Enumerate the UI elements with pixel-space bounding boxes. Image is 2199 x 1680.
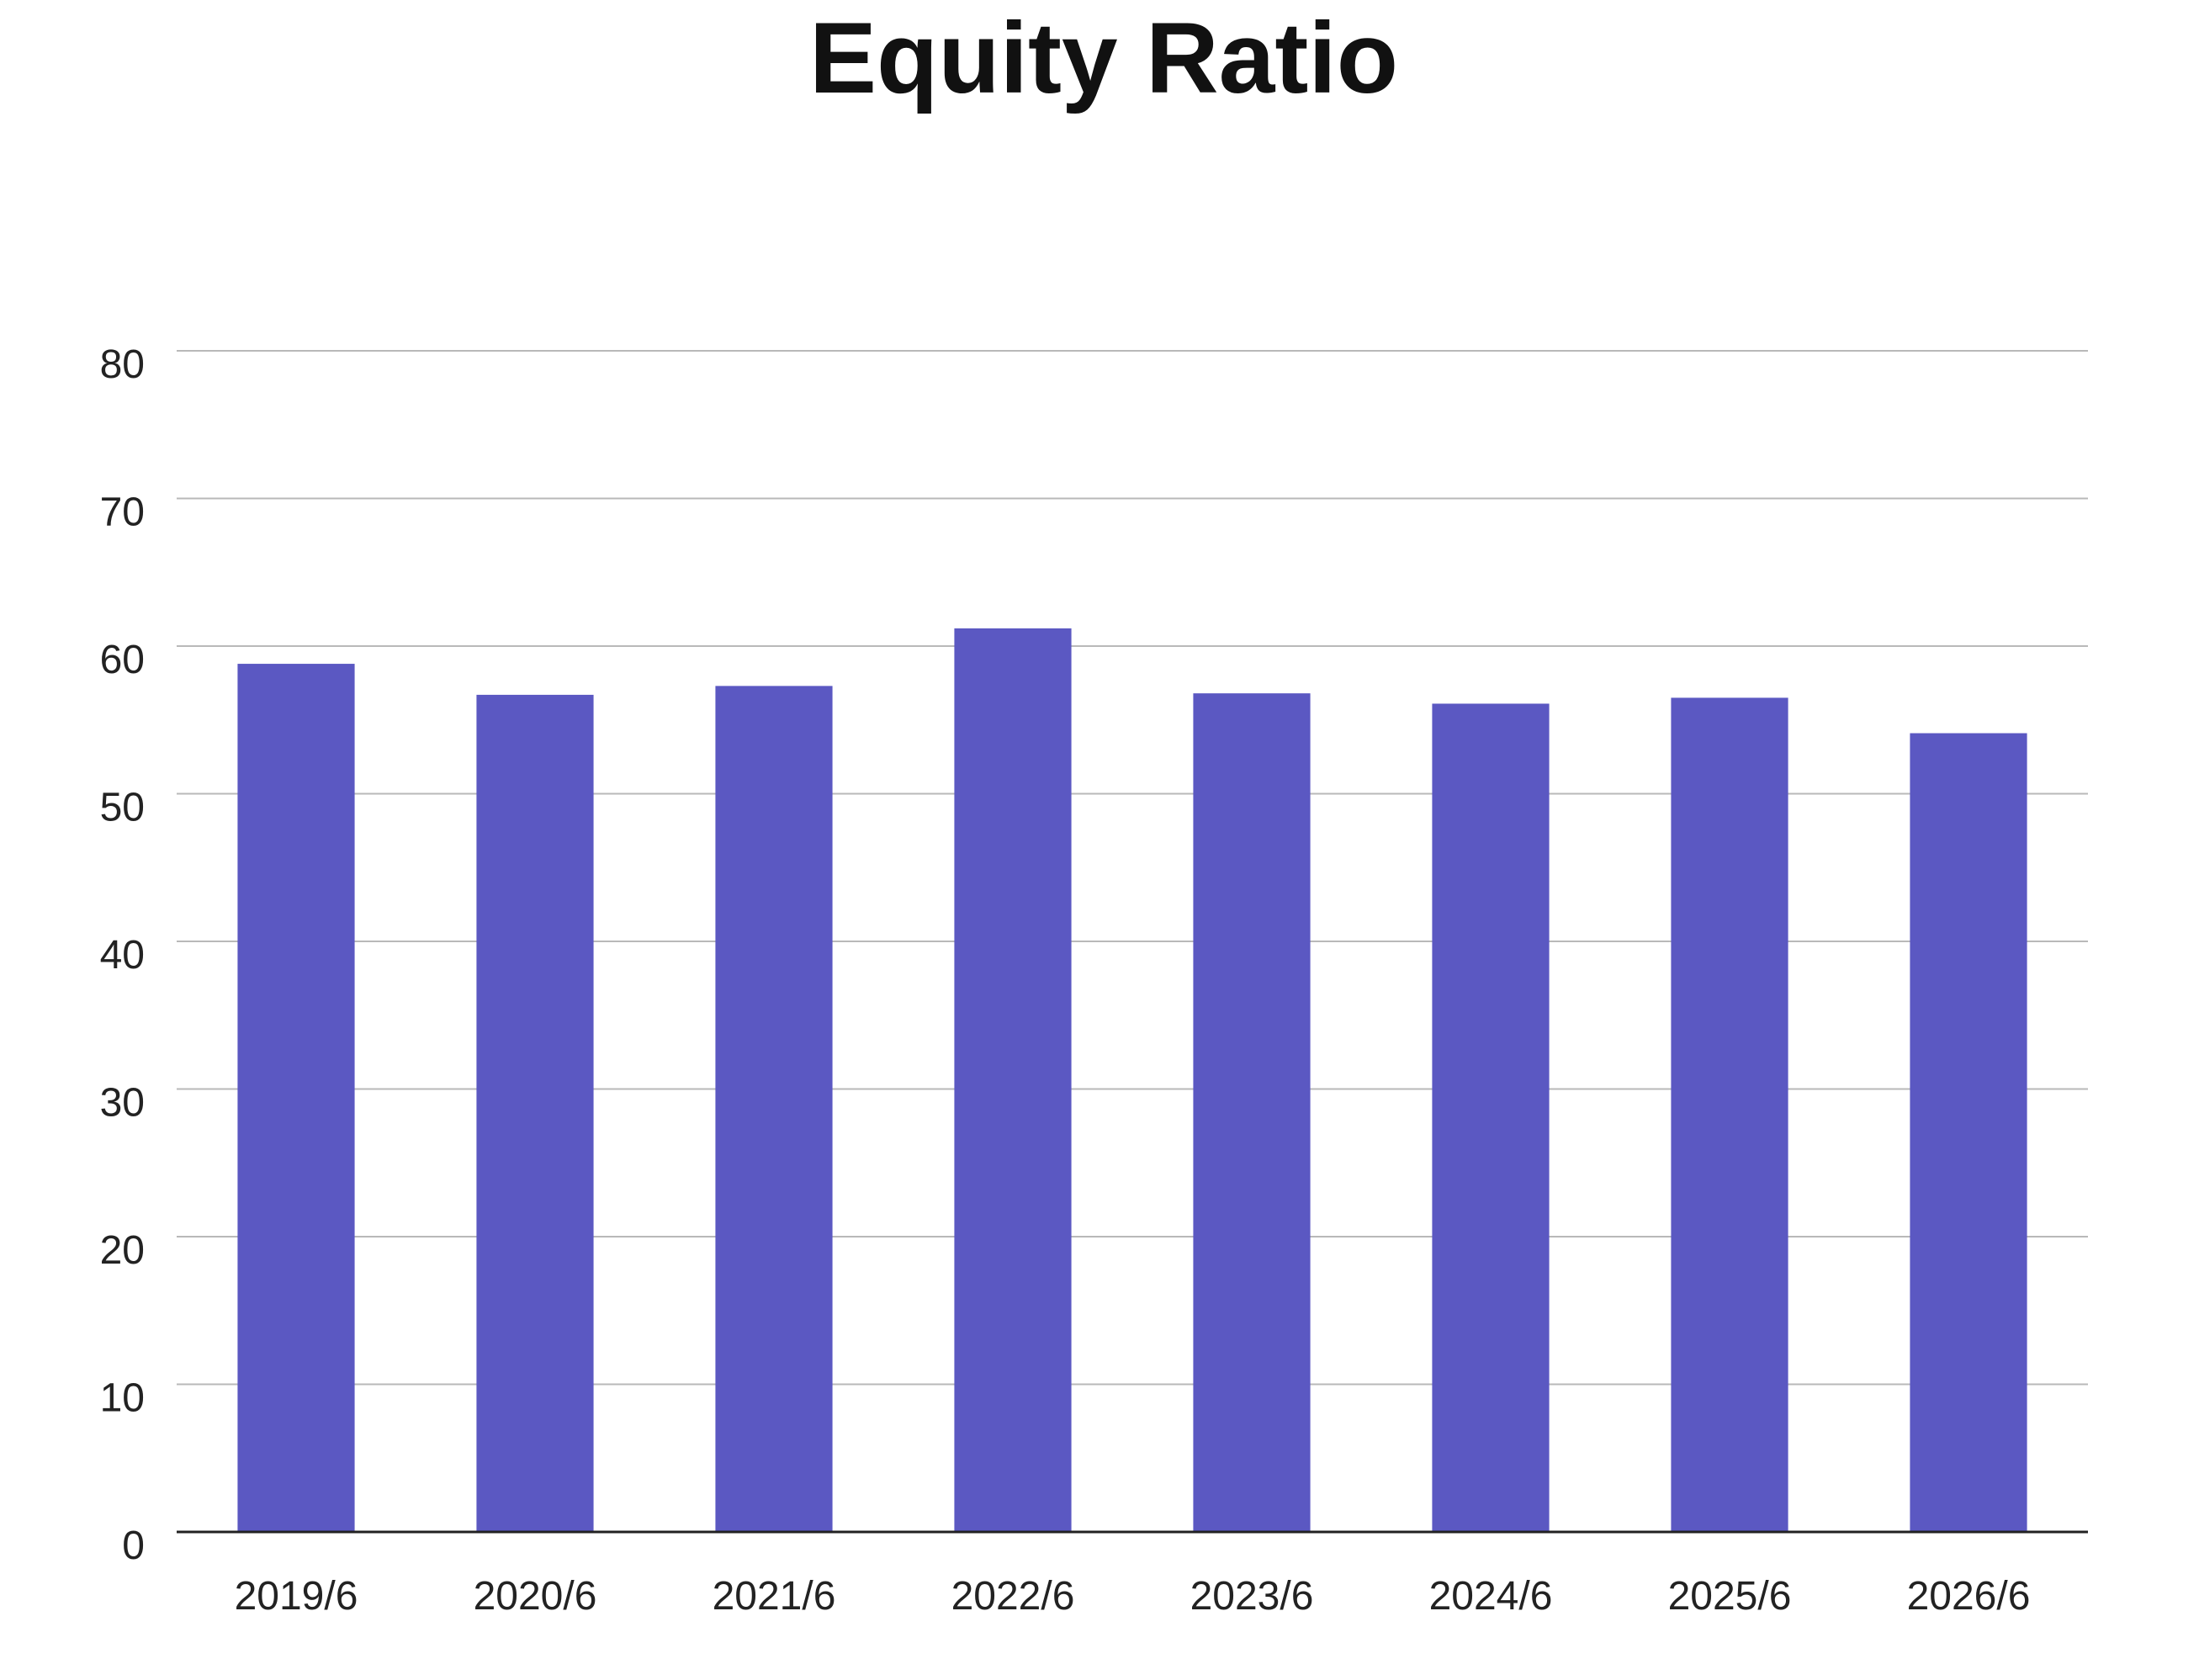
grid-lines <box>177 350 2088 1386</box>
x-tick-label: 2026/6 <box>1907 1574 2031 1619</box>
y-tick-label: 0 <box>122 1524 145 1568</box>
x-axis-tick-labels: 2019/6 2020/6 2021/6 2022/6 2023/6 2024/6 2025… <box>235 1574 2031 1619</box>
x-tick-label: 2024/6 <box>1429 1574 1553 1619</box>
bar-2020-6 <box>476 694 594 1532</box>
y-tick-label: 10 <box>100 1376 145 1421</box>
bar-2023-6 <box>1193 693 1311 1532</box>
bar-2024-6 <box>1432 703 1550 1532</box>
y-tick-label: 40 <box>100 933 145 978</box>
y-tick-label: 50 <box>100 786 145 830</box>
x-tick-label: 2019/6 <box>235 1574 358 1619</box>
y-tick-label: 80 <box>100 342 145 387</box>
y-tick-label: 70 <box>100 490 145 535</box>
x-tick-label: 2020/6 <box>474 1574 597 1619</box>
bar-2019-6 <box>237 664 355 1532</box>
y-tick-label: 30 <box>100 1081 145 1126</box>
bar-2026-6 <box>1910 733 2027 1532</box>
bar-2021-6 <box>715 686 833 1532</box>
bar-2022-6 <box>954 628 1072 1533</box>
y-axis-tick-labels: 0 10 20 30 40 50 60 70 80 <box>100 342 145 1568</box>
x-tick-label: 2022/6 <box>951 1574 1075 1619</box>
x-tick-label: 2025/6 <box>1668 1574 1792 1619</box>
bars <box>237 628 2027 1533</box>
x-tick-label: 2021/6 <box>713 1574 836 1619</box>
chart-title: Equity Ratio <box>809 2 1398 114</box>
y-tick-label: 60 <box>100 638 145 682</box>
bar-2025-6 <box>1671 697 1788 1532</box>
x-tick-label: 2023/6 <box>1190 1574 1314 1619</box>
y-tick-label: 20 <box>100 1228 145 1273</box>
